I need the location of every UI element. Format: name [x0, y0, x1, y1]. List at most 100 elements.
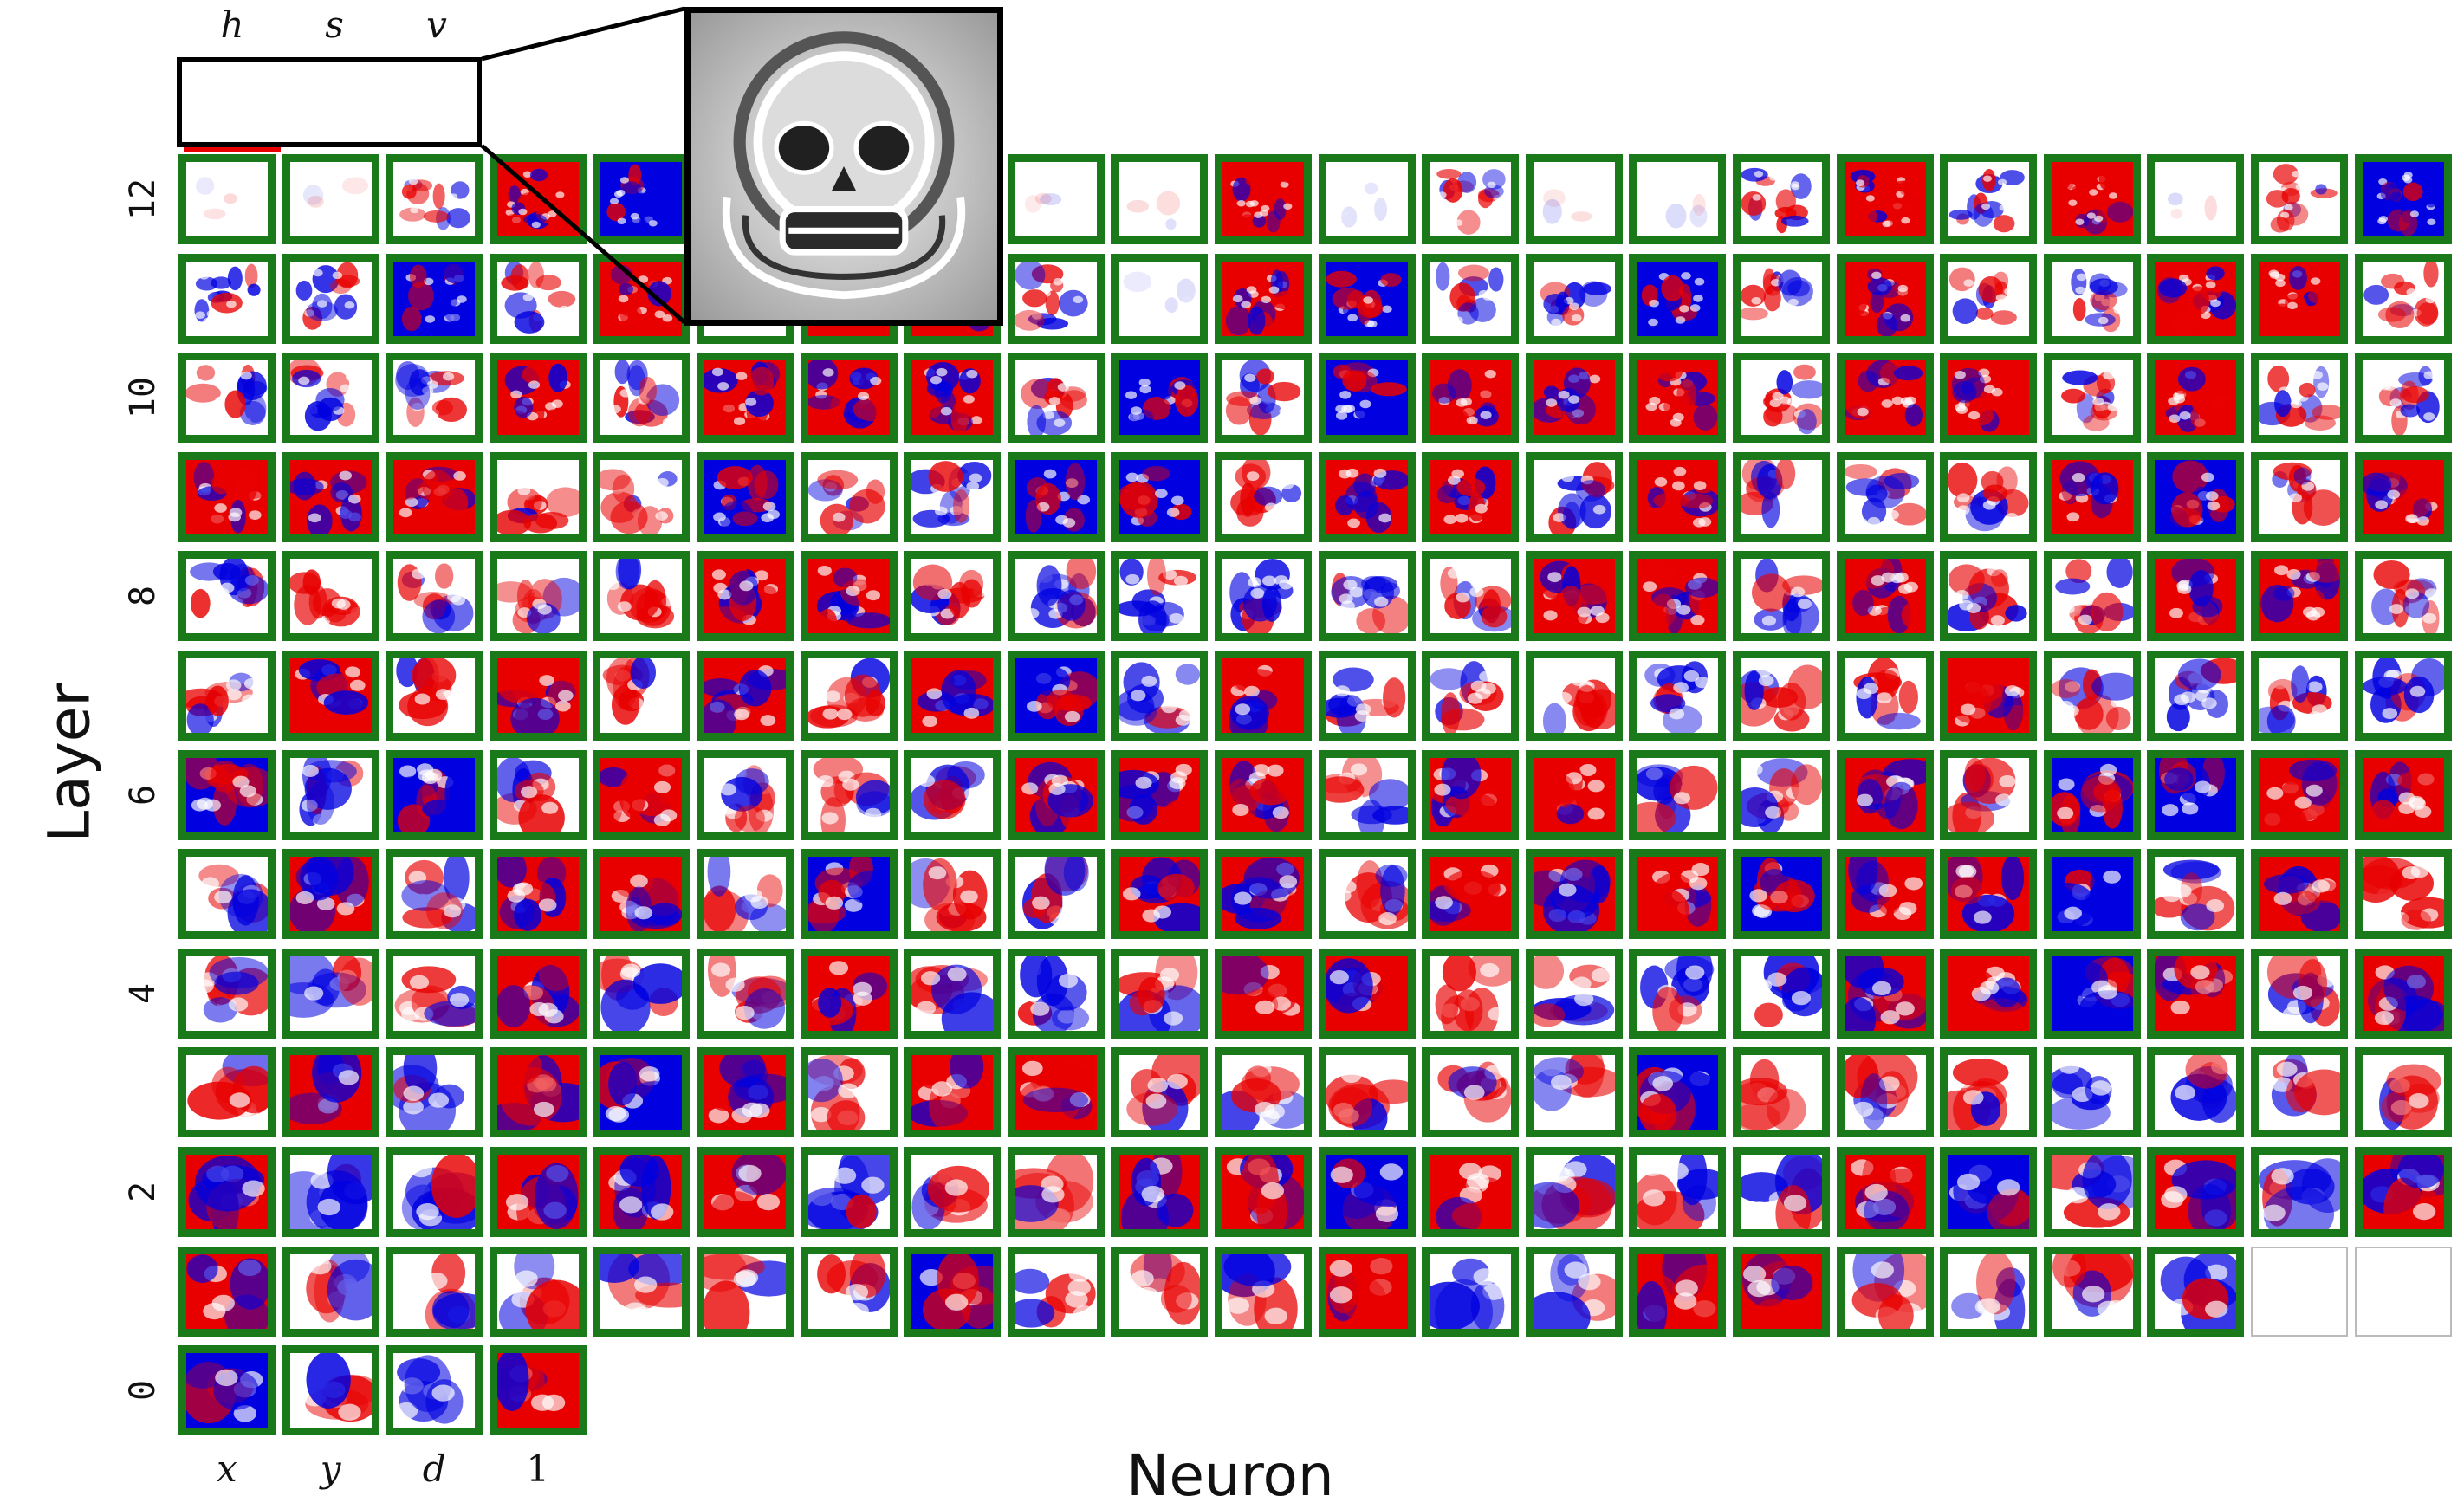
layer-7-neuron-11-activation-map — [1222, 658, 1304, 733]
layer-10-neuron-1-activation-map — [186, 360, 268, 436]
layer-12-neuron-21-activation-map — [2259, 162, 2340, 236]
layer-3-neuron-4 — [489, 1047, 587, 1138]
input-label-1: 1 — [526, 1447, 550, 1491]
layer-11-neuron-20 — [2147, 253, 2245, 344]
layer-6-neuron-21 — [2251, 749, 2348, 840]
layer-5-neuron-21 — [2251, 849, 2348, 940]
layer-2-neuron-7-activation-map — [807, 1155, 890, 1229]
layer-8-neuron-8 — [904, 551, 1002, 642]
layer-1-neuron-18-activation-map — [1948, 1253, 2030, 1329]
layer-3-neuron-7-activation-map — [807, 1055, 890, 1130]
layer-5-neuron-5 — [593, 849, 691, 940]
layer-9-neuron-9 — [1007, 451, 1105, 542]
layer-2-neuron-17-activation-map — [1844, 1155, 1926, 1229]
layer-5-neuron-18-activation-map — [1948, 857, 2030, 932]
layer-2-neuron-10 — [1111, 1147, 1209, 1237]
layer-9-neuron-1-activation-map — [186, 459, 268, 534]
layer-2-neuron-4-activation-map — [496, 1155, 579, 1229]
layer-7-neuron-21-activation-map — [2259, 658, 2340, 733]
layer-1-neuron-18 — [1940, 1246, 2038, 1337]
layer-2-neuron-1 — [178, 1147, 276, 1237]
layer-1-neuron-3 — [386, 1246, 483, 1337]
layer-10-neuron-7 — [800, 353, 898, 444]
layer-3-neuron-22-activation-map — [2362, 1055, 2444, 1130]
layer-2-neuron-16-activation-map — [1741, 1155, 1822, 1229]
layer-8-neuron-20-activation-map — [2155, 559, 2237, 634]
layer-5-neuron-5-activation-map — [600, 857, 683, 932]
layer-4-neuron-6 — [697, 948, 794, 1039]
layer-10-neuron-5-activation-map — [600, 360, 683, 436]
layer-9-neuron-5 — [593, 451, 691, 542]
input-neuron-4 — [489, 1345, 587, 1436]
layer-2-neuron-19-activation-map — [2051, 1155, 2133, 1229]
layer-11-neuron-12-activation-map — [1326, 261, 1408, 336]
layer-7-neuron-12-activation-map — [1326, 658, 1408, 733]
layer-8-neuron-13 — [1422, 551, 1520, 642]
layer-7-neuron-2 — [282, 651, 379, 741]
layer-7-neuron-10 — [1111, 651, 1209, 741]
layer-7-neuron-21 — [2251, 651, 2348, 741]
layer-8-neuron-22-activation-map — [2362, 559, 2444, 634]
layer-12-neuron-2-activation-map — [289, 162, 372, 236]
layer-2-neuron-11 — [1215, 1147, 1312, 1237]
layer-3-neuron-13-activation-map — [1430, 1055, 1512, 1130]
layer-6-neuron-1-activation-map — [186, 757, 268, 832]
layer-6-neuron-22 — [2354, 749, 2452, 840]
layer-11-neuron-19 — [2043, 253, 2141, 344]
layer-8-neuron-14 — [1525, 551, 1623, 642]
layer-5-neuron-10 — [1111, 849, 1209, 940]
layer-9-neuron-13 — [1422, 451, 1520, 542]
layer-7-neuron-12 — [1318, 651, 1416, 741]
layer-label-12: 12 — [123, 178, 164, 221]
layer-2-neuron-7 — [800, 1147, 898, 1237]
layer-1-neuron-10 — [1111, 1246, 1209, 1337]
layer-5-neuron-3-activation-map — [393, 857, 476, 932]
layer-1-neuron-2 — [282, 1246, 379, 1337]
layer-10-neuron-18-activation-map — [1948, 360, 2030, 436]
layer-10-neuron-2 — [282, 353, 379, 444]
layer-11-neuron-2 — [282, 253, 379, 344]
layer-12-neuron-4-activation-map — [496, 162, 579, 236]
layer-5-neuron-16 — [1733, 849, 1830, 940]
layer-11-neuron-17 — [1836, 253, 1934, 344]
layer-4-neuron-3 — [386, 948, 483, 1039]
layer-1-neuron-11 — [1215, 1246, 1312, 1337]
layer-10-neuron-13-activation-map — [1430, 360, 1512, 436]
layer-7-neuron-14-activation-map — [1533, 658, 1615, 733]
layer-3-neuron-17-activation-map — [1844, 1055, 1926, 1130]
layer-3-neuron-18-activation-map — [1948, 1055, 2030, 1130]
layer-12-neuron-13 — [1422, 154, 1520, 244]
layer-9-neuron-4-activation-map — [496, 459, 579, 534]
layer-4-neuron-2-activation-map — [289, 955, 372, 1031]
layer-4-neuron-10 — [1111, 948, 1209, 1039]
layer-12-neuron-12 — [1318, 154, 1416, 244]
layer-4-neuron-4 — [489, 948, 587, 1039]
layer-1-neuron-22-activation-map — [2356, 1247, 2450, 1335]
layer-3-neuron-6-activation-map — [704, 1055, 786, 1130]
layer-2-neuron-20 — [2147, 1147, 2245, 1237]
layer-1-neuron-6 — [697, 1246, 794, 1337]
layer-10-neuron-5 — [593, 353, 691, 444]
layer-12-neuron-15-activation-map — [1637, 162, 1719, 236]
layer-11-neuron-14-activation-map — [1533, 261, 1615, 336]
layer-8-neuron-13-activation-map — [1430, 559, 1512, 634]
layer-4-neuron-2 — [282, 948, 379, 1039]
layer-1-neuron-2-activation-map — [289, 1253, 372, 1329]
layer-2-neuron-3 — [386, 1147, 483, 1237]
layer-10-neuron-21 — [2251, 353, 2348, 444]
layer-3-neuron-20 — [2147, 1047, 2245, 1138]
layer-7-neuron-13-activation-map — [1430, 658, 1512, 733]
layer-7-neuron-1 — [178, 651, 276, 741]
layer-6-neuron-21-activation-map — [2259, 757, 2340, 832]
layer-10-neuron-11-activation-map — [1222, 360, 1304, 436]
layer-10-neuron-14 — [1525, 353, 1623, 444]
layer-9-neuron-3-activation-map — [393, 459, 476, 534]
layer-7-neuron-10-activation-map — [1119, 658, 1201, 733]
layer-10-neuron-19-activation-map — [2051, 360, 2133, 436]
layer-8-neuron-1-activation-map — [186, 559, 268, 634]
layer-8-neuron-4 — [489, 551, 587, 642]
layer-1-neuron-21 — [2251, 1246, 2348, 1337]
layer-1-neuron-21-activation-map — [2253, 1247, 2346, 1335]
layer-4-neuron-15 — [1629, 948, 1727, 1039]
layer-12-neuron-9-activation-map — [1015, 162, 1097, 236]
